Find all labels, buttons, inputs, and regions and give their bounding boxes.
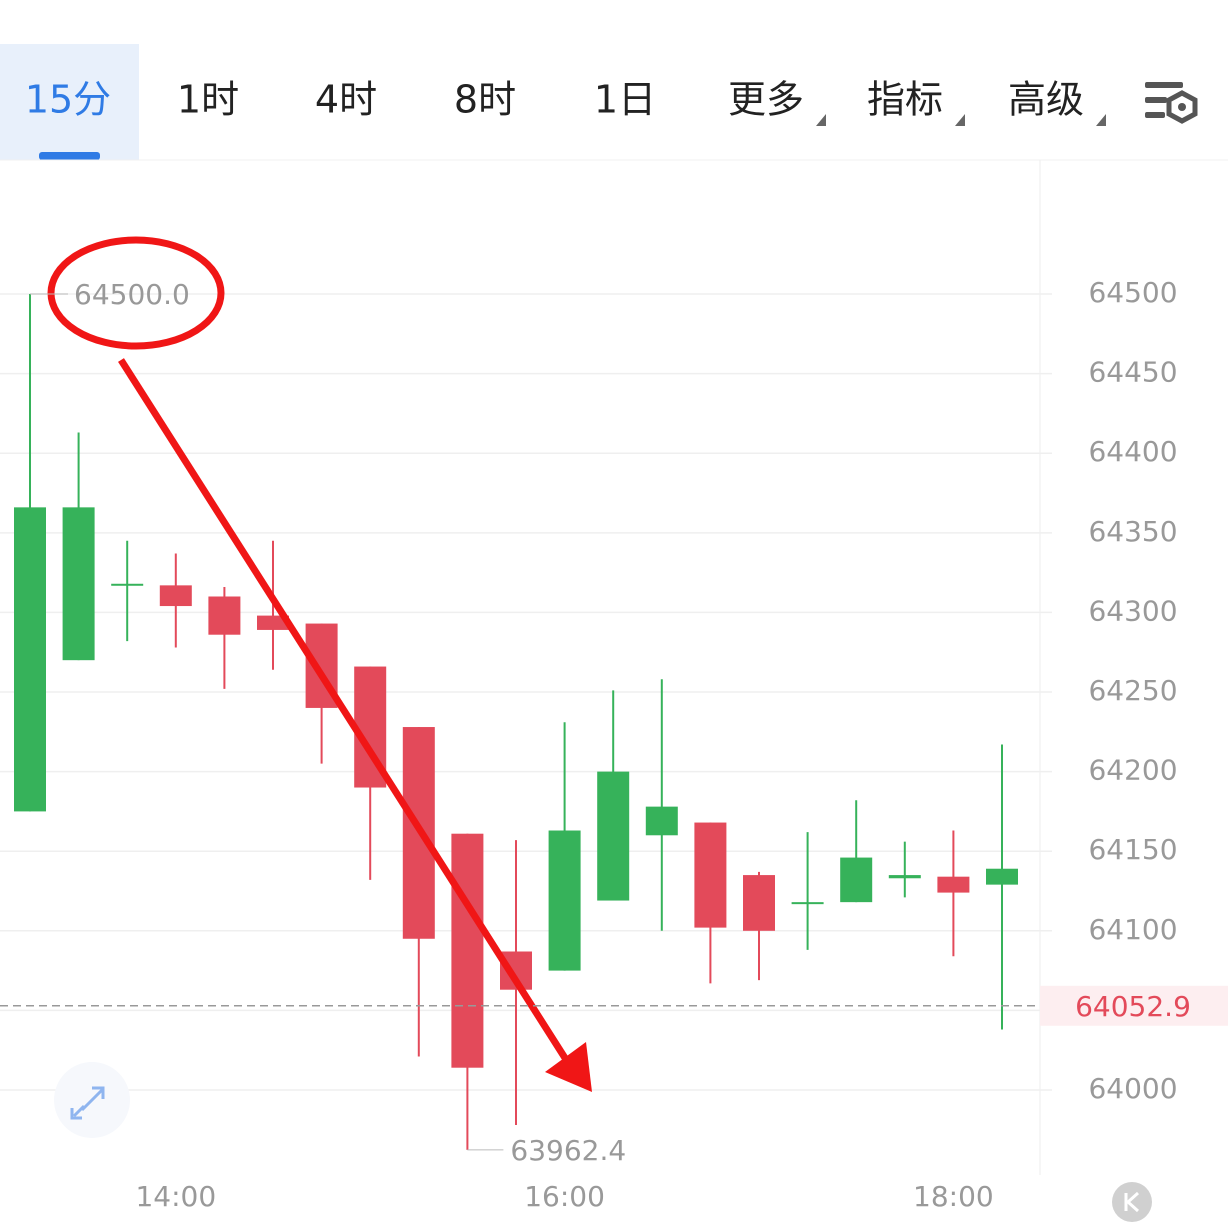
candle-body <box>257 615 289 630</box>
settings-icon[interactable] <box>1145 82 1198 124</box>
candle-body <box>111 583 144 586</box>
candle-body <box>548 830 581 971</box>
expand-button[interactable] <box>54 1062 130 1138</box>
y-tick-label: 64350 <box>1088 515 1177 548</box>
y-tick-label: 64250 <box>1088 674 1177 707</box>
candle-body <box>62 507 95 661</box>
candle-body <box>840 857 873 903</box>
candle-body <box>645 806 678 836</box>
active-tab-indicator <box>39 152 100 160</box>
y-tick-label: 64400 <box>1088 435 1177 468</box>
y-tick-label: 64300 <box>1088 594 1177 627</box>
dropdown-caret <box>816 114 826 126</box>
max-label: 64500.0 <box>74 278 190 311</box>
candle-body <box>208 596 241 635</box>
tab[interactable]: 15分 <box>25 78 111 122</box>
candle-body <box>597 771 630 901</box>
y-tick-label: 64450 <box>1088 356 1177 389</box>
plot <box>0 293 1052 1150</box>
dropdown-caret <box>1096 114 1106 126</box>
candle-body <box>694 822 727 928</box>
active-tab-bg <box>0 44 139 160</box>
candle-body <box>159 585 192 607</box>
tab[interactable]: 1时 <box>177 78 239 122</box>
y-tick-label: 64500 <box>1088 276 1177 309</box>
min-label: 63962.4 <box>510 1134 626 1167</box>
y-tick-label: 64200 <box>1088 754 1177 787</box>
last-price-label: 64052.9 <box>1075 990 1191 1023</box>
x-tick-label: 18:00 <box>913 1180 994 1213</box>
candle-body <box>451 833 484 1068</box>
trend-annotation <box>47 236 592 1092</box>
y-tick-label: 64150 <box>1088 833 1177 866</box>
y-tick-label: 64100 <box>1088 913 1177 946</box>
candle-body <box>14 507 46 812</box>
candle-body <box>937 876 970 893</box>
dropdown-caret <box>955 114 965 126</box>
last-price-bg <box>1040 985 1228 1026</box>
tab[interactable]: 4时 <box>315 78 377 122</box>
tab[interactable]: 1日 <box>594 78 656 122</box>
candle-body <box>791 902 824 905</box>
y-tick-label: 64000 <box>1088 1072 1177 1105</box>
scroll-latest-button[interactable] <box>1112 1182 1152 1222</box>
tab[interactable]: 更多 <box>728 78 804 122</box>
tab[interactable]: 8时 <box>454 78 516 122</box>
x-tick-label: 14:00 <box>135 1180 216 1213</box>
tab[interactable]: 指标 <box>867 78 943 122</box>
candle-body <box>888 875 921 879</box>
candle-body <box>986 868 1018 885</box>
tab[interactable]: 高级 <box>1008 78 1084 122</box>
x-tick-label: 16:00 <box>524 1180 605 1213</box>
candle-body <box>743 875 775 931</box>
